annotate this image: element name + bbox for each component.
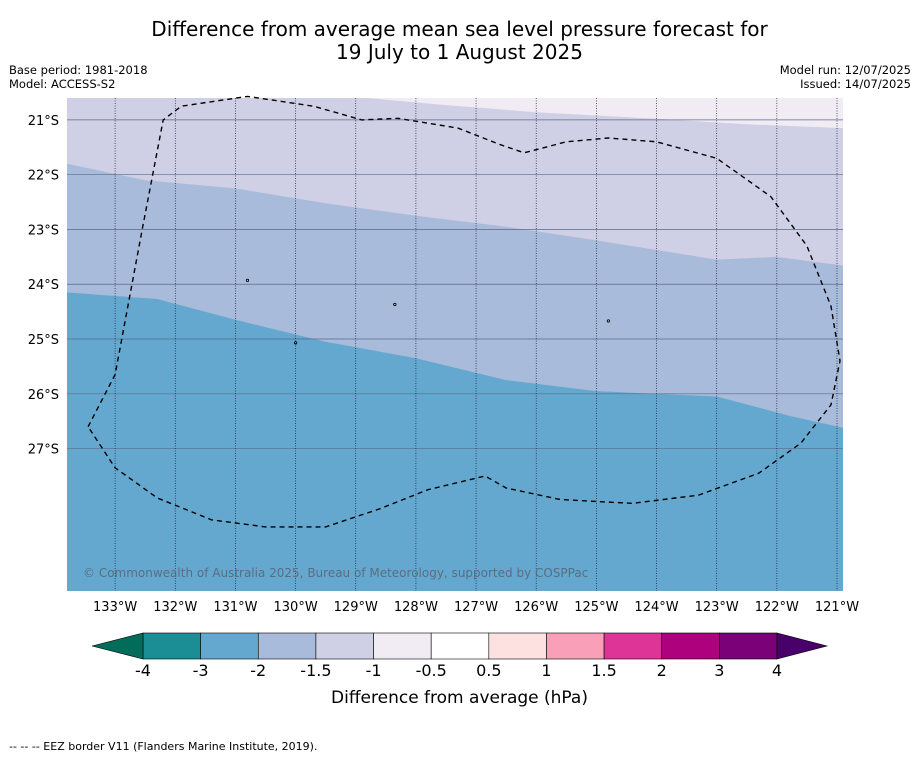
lon-tick-label: 132°W (153, 600, 197, 615)
lon-tick-label: 133°W (93, 600, 137, 615)
colorbar-bin (719, 632, 778, 660)
colorbar-tick-label: 2 (657, 661, 667, 680)
lon-tick-label: 126°W (514, 600, 558, 615)
colorbar-tick-label: 4 (772, 661, 782, 680)
lat-tick-label: 27°S (28, 443, 59, 458)
island-marker (245, 278, 250, 283)
lat-tick-label: 24°S (28, 278, 59, 293)
colorbar-tick-label: -0.5 (416, 661, 447, 680)
colorbar-tick-label: -4 (135, 661, 151, 680)
colorbar-tick-label: -1 (366, 661, 382, 680)
model-run-text: Model run: 12/07/2025 (779, 63, 911, 77)
colorbar-bin (430, 632, 490, 660)
colorbar-tick-label: -1.5 (300, 661, 331, 680)
colorbar-tick-label: -3 (193, 661, 209, 680)
island-marker (393, 302, 397, 307)
colorbar-under-arrow (91, 632, 144, 660)
title-line-2: 19 July to 1 August 2025 (336, 40, 583, 64)
meta-left: Base period: 1981-2018 Model: ACCESS-S2 (9, 63, 148, 91)
colorbar-bin (603, 632, 663, 660)
lon-tick-label: 127°W (454, 600, 498, 615)
lon-tick-label: 130°W (274, 600, 318, 615)
footer-note: -- -- -- EEZ border V11 (Flanders Marine… (9, 740, 318, 753)
colorbar-tick-label: 1.5 (591, 661, 616, 680)
band--1to-0.5 (367, 98, 843, 129)
model-text: Model: ACCESS-S2 (9, 77, 116, 91)
colorbar-bin (546, 632, 605, 660)
colorbar-tick-label: 1 (541, 661, 551, 680)
colorbar-tick-label: 3 (714, 661, 724, 680)
lon-tick-label: 121°W (815, 600, 859, 615)
colorbar-tick-label: 0.5 (476, 661, 501, 680)
lat-tick-label: 22°S (28, 169, 59, 184)
colorbar-bin (373, 632, 432, 660)
lon-tick-label: 125°W (574, 600, 618, 615)
forecast-map: © Commonwealth of Australia 2025, Bureau… (28, 95, 859, 615)
chart-title: Difference from average mean sea level p… (0, 18, 919, 64)
lon-tick-label: 128°W (394, 600, 438, 615)
copyright-text: © Commonwealth of Australia 2025, Bureau… (83, 566, 588, 580)
lat-tick-label: 26°S (28, 388, 59, 403)
eez-border-line (87, 95, 841, 528)
title-line-1: Difference from average mean sea level p… (151, 17, 768, 41)
lat-tick-label: 21°S (28, 114, 59, 129)
lon-tick-label: 124°W (634, 600, 678, 615)
meta-right: Model run: 12/07/2025 Issued: 14/07/2025 (780, 63, 911, 91)
base-period-text: Base period: 1981-2018 (9, 63, 148, 77)
island-marker (606, 319, 610, 323)
colorbar-bin (257, 632, 317, 660)
colorbar-bin (661, 632, 720, 660)
lon-tick-label: 129°W (334, 600, 378, 615)
band--1.5to-1 (67, 98, 843, 266)
colorbar-over-arrow (776, 632, 829, 660)
lon-tick-label: 131°W (213, 600, 257, 615)
lat-tick-label: 25°S (28, 333, 59, 348)
lon-tick-label: 123°W (695, 600, 739, 615)
colorbar-bin (142, 632, 201, 660)
colorbar-label: Difference from average (hPa) (331, 688, 588, 708)
colorbar-tick-label: -2 (250, 661, 266, 680)
colorbar-bin (200, 632, 259, 660)
colorbar-bin (315, 632, 374, 660)
lon-tick-label: 122°W (755, 600, 799, 615)
issued-text: Issued: 14/07/2025 (800, 77, 911, 91)
colorbar-bin (488, 632, 547, 660)
lat-tick-label: 23°S (28, 223, 59, 238)
island-marker (293, 341, 298, 345)
